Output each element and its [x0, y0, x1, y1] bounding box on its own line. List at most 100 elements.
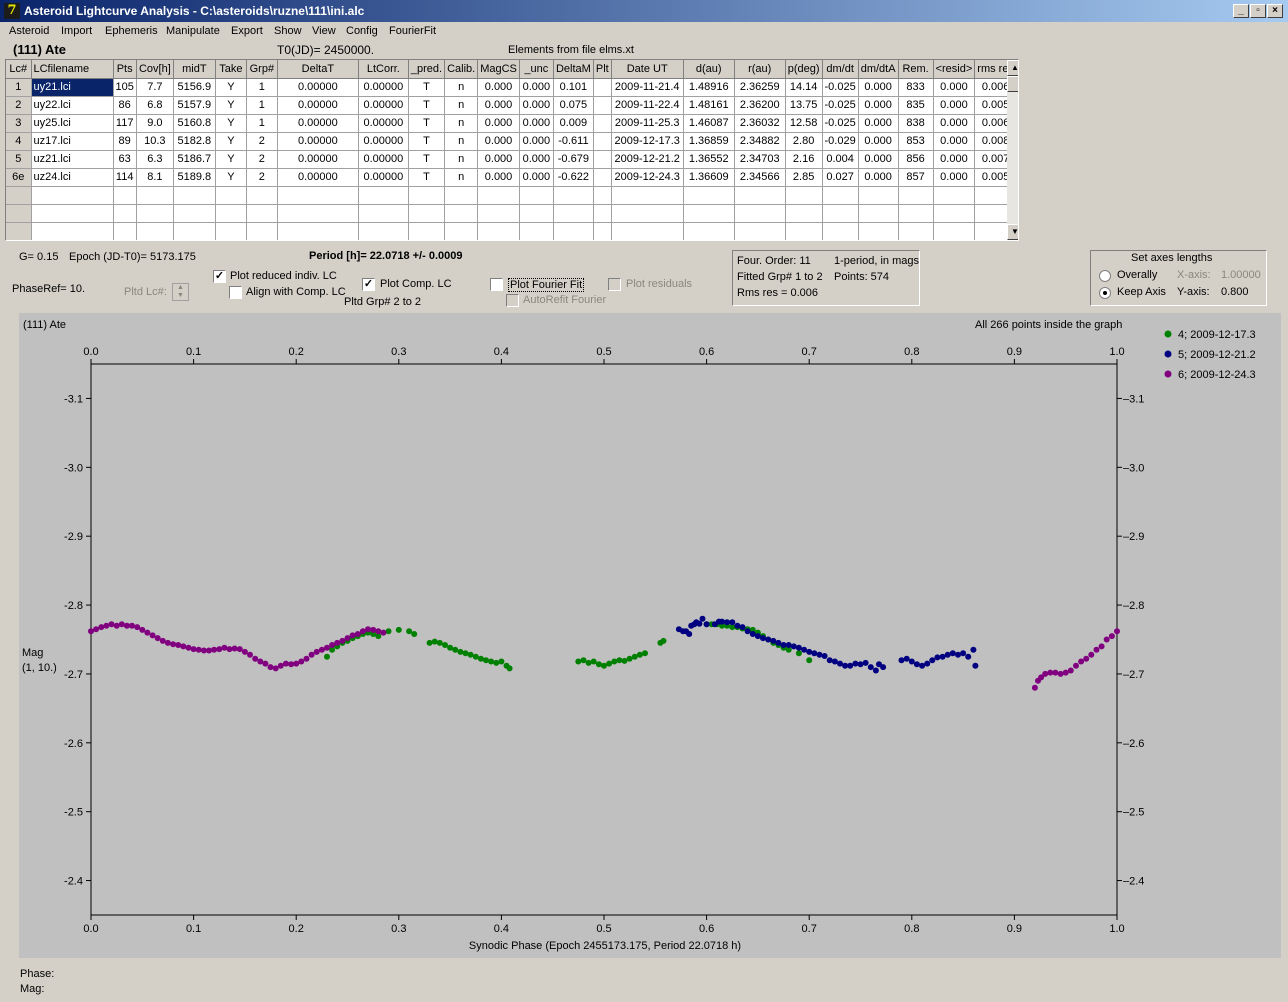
- table-cell[interactable]: [173, 186, 216, 205]
- table-cell[interactable]: [246, 222, 278, 240]
- table-cell[interactable]: [593, 96, 612, 115]
- table-cell[interactable]: 0.00000: [358, 168, 409, 187]
- table-cell[interactable]: [444, 204, 479, 223]
- column-header[interactable]: Calib.: [444, 60, 479, 79]
- table-cell[interactable]: 0.00000: [277, 78, 359, 97]
- table-cell[interactable]: 0.000: [519, 96, 554, 115]
- table-cell[interactable]: [408, 186, 446, 205]
- column-header[interactable]: midT: [173, 60, 216, 79]
- table-cell[interactable]: [822, 186, 859, 205]
- align-comp-checkbox[interactable]: [229, 286, 242, 299]
- plot-residuals-checkbox[interactable]: [608, 278, 621, 291]
- table-cell[interactable]: 2: [246, 168, 278, 187]
- table-cell[interactable]: [553, 186, 594, 205]
- plot-comp-checkbox[interactable]: ✓: [362, 278, 375, 291]
- scroll-up-icon[interactable]: ▲: [1007, 60, 1018, 76]
- table-cell[interactable]: [519, 222, 554, 240]
- column-header[interactable]: r(au): [734, 60, 786, 79]
- table-cell[interactable]: 0.00000: [277, 96, 359, 115]
- table-cell[interactable]: 105: [113, 78, 137, 97]
- table-cell[interactable]: 2.34566: [734, 168, 786, 187]
- table-cell[interactable]: 2009-11-22.4: [611, 96, 684, 115]
- table-cell[interactable]: [822, 222, 859, 240]
- table-cell[interactable]: 0.000: [477, 96, 520, 115]
- table-cell[interactable]: [408, 204, 446, 223]
- table-cell[interactable]: 8.1: [136, 168, 174, 187]
- table-cell[interactable]: 0.000: [477, 132, 520, 151]
- table-cell[interactable]: 2.34882: [734, 132, 786, 151]
- table-cell[interactable]: T: [408, 132, 446, 151]
- table-cell[interactable]: [31, 222, 114, 240]
- table-cell[interactable]: 2.80: [785, 132, 823, 151]
- table-cell[interactable]: 2.36200: [734, 96, 786, 115]
- table-cell[interactable]: 5156.9: [173, 78, 216, 97]
- table-cell[interactable]: Y: [215, 132, 247, 151]
- table-cell[interactable]: 0.004: [822, 150, 859, 169]
- column-header[interactable]: DeltaM: [553, 60, 594, 79]
- menu-fourierfit[interactable]: FourierFit: [389, 25, 437, 37]
- menu-asteroid[interactable]: Asteroid: [9, 25, 50, 37]
- lightcurve-table[interactable]: Lc# LCfilename Pts Cov[h] midT Take Grp# DeltaT…: [5, 59, 1019, 241]
- column-header[interactable]: Take: [215, 60, 247, 79]
- table-cell[interactable]: 2009-11-21.4: [611, 78, 684, 97]
- column-header[interactable]: Date UT: [611, 60, 684, 79]
- table-cell[interactable]: 12.58: [785, 114, 823, 133]
- column-header[interactable]: Pts: [113, 60, 137, 79]
- column-header[interactable]: MagCS: [477, 60, 520, 79]
- table-cell[interactable]: 0.000: [933, 114, 976, 133]
- table-cell[interactable]: [593, 168, 612, 187]
- table-cell[interactable]: 0.000: [519, 168, 554, 187]
- table-cell[interactable]: 5189.8: [173, 168, 216, 187]
- table-cell[interactable]: [215, 204, 247, 223]
- table-cell[interactable]: [785, 204, 823, 223]
- table-cell[interactable]: 0.005: [974, 168, 1017, 187]
- table-cell[interactable]: [136, 222, 174, 240]
- table-cell[interactable]: 13.75: [785, 96, 823, 115]
- table-cell[interactable]: 5157.9: [173, 96, 216, 115]
- table-cell[interactable]: -0.025: [822, 78, 859, 97]
- row-number[interactable]: [6, 204, 32, 223]
- table-cell[interactable]: [593, 114, 612, 133]
- table-cell[interactable]: 86: [113, 96, 137, 115]
- table-cell[interactable]: [277, 204, 359, 223]
- table-cell[interactable]: [358, 204, 409, 223]
- table-cell[interactable]: 853: [898, 132, 934, 151]
- table-cell[interactable]: 2: [246, 132, 278, 151]
- table-cell[interactable]: 0.000: [519, 78, 554, 97]
- table-cell[interactable]: 0.000: [477, 78, 520, 97]
- table-cell[interactable]: [593, 204, 612, 223]
- table-cell[interactable]: 2.85: [785, 168, 823, 187]
- table-cell[interactable]: [136, 204, 174, 223]
- pltd-lc-spinner[interactable]: ▲ ▼: [172, 283, 189, 301]
- table-cell[interactable]: -0.025: [822, 114, 859, 133]
- table-cell[interactable]: [31, 186, 114, 205]
- menu-export[interactable]: Export: [231, 25, 263, 37]
- table-cell[interactable]: 2009-12-24.3: [611, 168, 684, 187]
- table-cell[interactable]: 0.000: [933, 78, 976, 97]
- table-cell[interactable]: [477, 204, 520, 223]
- table-cell[interactable]: n: [444, 150, 479, 169]
- table-cell[interactable]: n: [444, 114, 479, 133]
- table-cell[interactable]: [358, 222, 409, 240]
- table-cell[interactable]: [611, 204, 684, 223]
- table-cell[interactable]: T: [408, 150, 446, 169]
- table-cell[interactable]: [215, 186, 247, 205]
- table-cell[interactable]: 833: [898, 78, 934, 97]
- table-cell[interactable]: 1: [246, 114, 278, 133]
- table-cell[interactable]: 2.36259: [734, 78, 786, 97]
- menu-import[interactable]: Import: [61, 25, 93, 37]
- table-cell[interactable]: 2.16: [785, 150, 823, 169]
- plot-fourier-checkbox[interactable]: [490, 278, 503, 291]
- table-cell[interactable]: n: [444, 168, 479, 187]
- table-cell[interactable]: 7.7: [136, 78, 174, 97]
- table-cell[interactable]: 1.36552: [683, 150, 735, 169]
- table-cell[interactable]: [858, 204, 899, 223]
- table-cell[interactable]: 114: [113, 168, 137, 187]
- table-cell[interactable]: Y: [215, 96, 247, 115]
- column-header[interactable]: Cov[h]: [136, 60, 174, 79]
- column-header[interactable]: DeltaT: [277, 60, 359, 79]
- x-axis-value[interactable]: 1.00000: [1221, 269, 1261, 281]
- plot-reduced-checkbox[interactable]: ✓: [213, 270, 226, 283]
